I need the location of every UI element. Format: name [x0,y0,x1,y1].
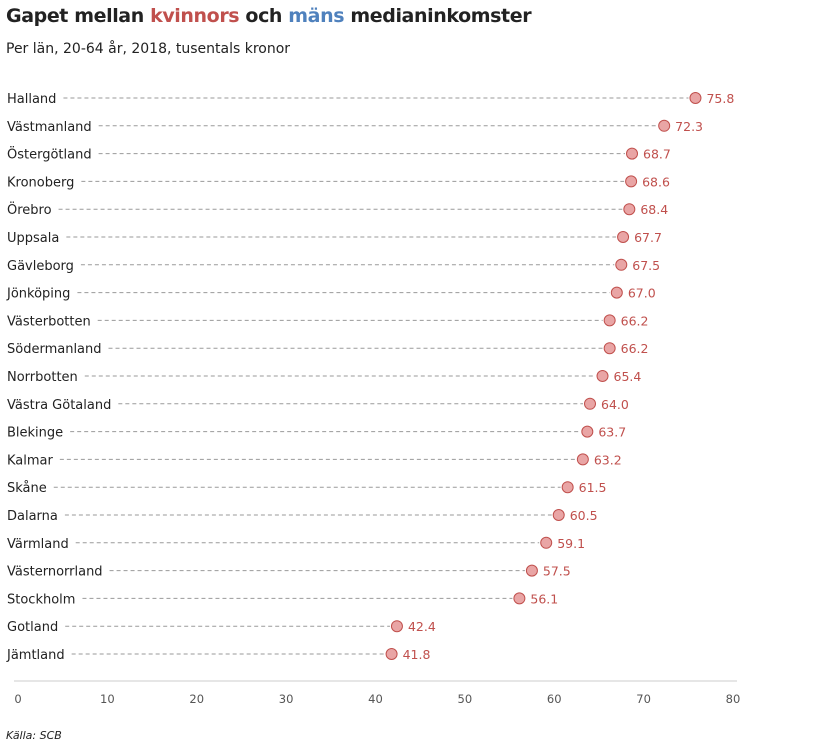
category-label: Norrbotten [7,370,78,385]
value-label: 72.3 [675,119,703,134]
value-label: 61.5 [579,480,607,495]
value-label: 67.7 [634,230,662,245]
value-label: 63.2 [594,452,622,467]
value-label: 67.0 [628,286,656,301]
category-label: Västernorrland [7,565,103,580]
category-label: Skåne [7,481,47,496]
x-tick-label: 50 [458,692,473,706]
data-point [615,258,628,271]
data-point [576,453,589,466]
value-label: 63.7 [598,425,626,440]
title-part-3: medianinkomster [344,5,532,27]
category-label: Västra Götaland [7,398,111,413]
x-tick-label: 0 [14,692,21,706]
data-point [596,370,609,382]
data-point [584,397,596,410]
category-label: Värmland [7,537,69,552]
category-label: Uppsala [7,231,59,246]
data-point [540,536,553,549]
value-label: 66.2 [621,313,649,328]
x-tick-label: 80 [726,692,741,706]
category-label: Östergötland [7,146,92,163]
data-point [561,481,574,494]
title-kvinnors: kvinnors [150,5,240,27]
data-point [658,119,671,132]
value-label: 67.5 [632,258,660,273]
x-tick-label: 60 [547,692,562,706]
data-point [623,203,636,216]
data-point [385,648,398,660]
value-label: 68.6 [642,174,670,189]
chart-title: Gapet mellan kvinnors och mäns medianink… [6,5,532,27]
data-point [552,509,565,521]
category-label: Västmanland [7,120,92,135]
category-label: Stockholm [7,592,75,607]
category-label: Jönköping [6,287,70,302]
category-label: Dalarna [7,509,58,524]
title-mans: mäns [288,5,345,27]
data-point [603,314,616,327]
value-label: 64.0 [601,397,629,412]
data-point [390,620,403,633]
category-label: Halland [7,92,56,107]
category-label: Kalmar [7,453,54,468]
category-label: Blekinge [7,426,63,441]
title-part-2: och [239,5,289,27]
category-label: Gävleborg [7,259,74,274]
data-point [581,425,594,438]
value-label: 60.5 [570,508,598,523]
x-tick-label: 40 [368,692,383,706]
value-label: 65.4 [614,369,642,384]
data-point [626,147,639,160]
category-label: Jämtland [6,648,65,663]
value-label: 68.7 [643,147,671,162]
x-tick-label: 30 [279,692,294,706]
data-point [603,342,616,355]
data-point [625,175,638,188]
data-point [689,92,702,104]
category-label: Örebro [7,201,52,218]
data-point [610,286,623,299]
category-label: Västerbotten [7,314,91,329]
value-label: 42.4 [408,619,436,634]
value-label: 75.8 [706,91,734,106]
value-label: 68.4 [640,202,668,217]
category-label: Södermanland [7,342,102,357]
source-note: Källa: SCB [6,729,62,742]
data-point [617,231,630,243]
title-part-1: Gapet mellan [6,5,151,27]
value-label: 56.1 [530,591,558,606]
value-label: 57.5 [543,564,571,579]
x-tick-label: 20 [189,692,204,706]
value-label: 66.2 [621,341,649,356]
data-point [525,564,538,577]
category-label: Gotland [7,620,58,635]
x-tick-label: 10 [100,692,115,706]
chart-subtitle: Per län, 20-64 år, 2018, tusentals krono… [6,41,291,57]
data-point [513,592,526,605]
x-tick-label: 70 [636,692,651,706]
value-label: 41.8 [403,647,431,662]
value-label: 59.1 [557,536,585,551]
category-label: Kronoberg [7,175,74,190]
